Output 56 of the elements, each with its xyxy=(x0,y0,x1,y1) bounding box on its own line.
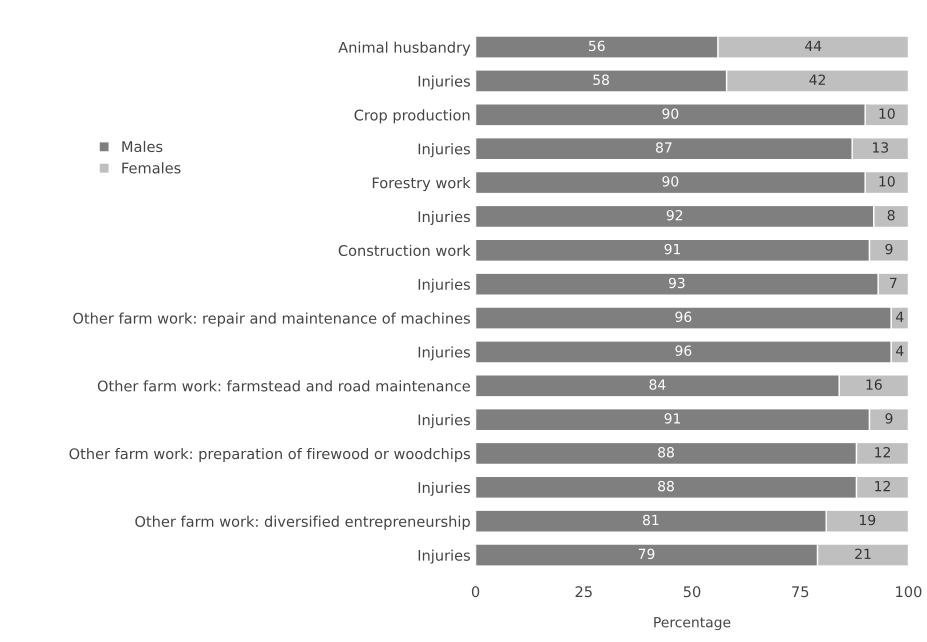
data-label: 42 xyxy=(809,74,825,85)
y-tick-label: Injuries xyxy=(418,414,470,428)
data-label: 79 xyxy=(638,548,654,560)
data-label: 10 xyxy=(880,108,895,119)
data-label: 93 xyxy=(668,278,685,288)
data-label: 92 xyxy=(666,210,682,220)
y-tick-label: Crop production xyxy=(354,109,470,124)
data-label: 56 xyxy=(589,40,605,52)
y-tick-label: Animal husbandry xyxy=(338,42,470,56)
data-label: 90 xyxy=(662,176,678,187)
data-label: 91 xyxy=(664,244,680,254)
y-tick-label: Other farm work: preparation of firewood or woodchips xyxy=(69,448,470,462)
y-tick-label: Injuries xyxy=(418,75,470,90)
y-tick-label: Other farm work: repair and maintenance of machines xyxy=(73,312,470,327)
y-tick-label: Injuries xyxy=(418,210,470,226)
y-tick-label: Injuries xyxy=(418,550,470,564)
data-label: 21 xyxy=(855,548,871,559)
data-label: 12 xyxy=(875,447,890,458)
data-label: 88 xyxy=(658,447,674,458)
y-tick-label: Other farm work: diversified entrepreneurship xyxy=(135,516,470,530)
data-label: 44 xyxy=(805,40,822,51)
data-label: 10 xyxy=(880,176,895,187)
data-label: 12 xyxy=(875,480,890,492)
data-label: 7 xyxy=(890,278,897,288)
data-label: 96 xyxy=(675,345,692,356)
x-tick-label: 0 xyxy=(472,586,480,598)
data-label: 8 xyxy=(888,210,895,220)
data-label: 9 xyxy=(885,244,892,254)
data-label: 19 xyxy=(860,514,876,526)
y-tick-label: Injuries xyxy=(418,278,470,293)
x-tick-label: 50 xyxy=(684,586,700,598)
y-tick-label: Injuries xyxy=(418,482,470,496)
x-tick-label: 25 xyxy=(576,586,592,598)
x-tick-label: 75 xyxy=(792,586,808,598)
x-tick-label: 100 xyxy=(896,586,922,598)
data-label: 9 xyxy=(885,413,892,424)
y-tick-label: Injuries xyxy=(418,143,470,158)
data-label: 13 xyxy=(873,142,888,153)
data-label: 4 xyxy=(896,312,904,322)
legend-label: Females xyxy=(122,162,181,174)
legend-label: Males xyxy=(122,140,162,152)
data-label: 81 xyxy=(642,514,658,526)
data-label: 84 xyxy=(649,379,666,390)
y-tick-label: Injuries xyxy=(418,346,470,360)
data-label: 87 xyxy=(656,142,672,153)
y-tick-label: Other farm work: farmstead and road maintenance xyxy=(98,380,470,392)
y-tick-label: Construction work xyxy=(338,244,471,256)
x-axis-title: Percentage xyxy=(654,617,730,630)
data-label: 90 xyxy=(662,108,678,119)
data-label: 88 xyxy=(658,480,674,492)
data-label: 91 xyxy=(664,413,680,424)
data-label: 16 xyxy=(866,379,882,390)
data-label: 58 xyxy=(593,74,609,85)
data-label: 96 xyxy=(675,312,692,322)
data-label: 4 xyxy=(896,346,904,356)
y-tick-label: Forestry work xyxy=(372,177,471,192)
